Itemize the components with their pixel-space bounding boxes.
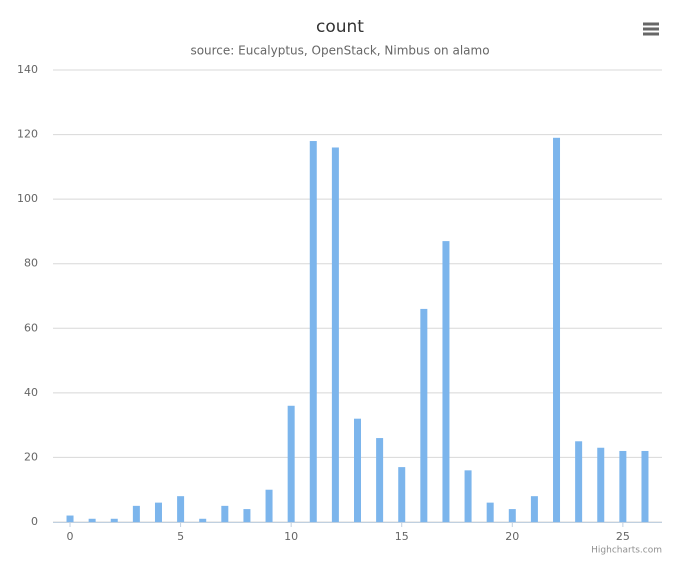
bar <box>376 438 384 522</box>
bar <box>66 515 74 522</box>
bar <box>88 518 96 522</box>
bar <box>398 467 406 522</box>
y-tick-label: 60 <box>24 321 38 334</box>
bar <box>354 418 361 522</box>
bar <box>486 502 494 522</box>
x-tick-label: 15 <box>395 530 409 543</box>
bar <box>309 141 317 522</box>
y-tick-label: 100 <box>17 192 38 205</box>
bar <box>265 489 273 522</box>
bar <box>199 518 207 522</box>
menu-button[interactable] <box>643 22 659 36</box>
chart-title: count <box>316 17 364 37</box>
bar <box>641 450 649 522</box>
bar <box>464 470 472 522</box>
bar <box>132 505 140 522</box>
y-tick-label: 20 <box>24 450 38 463</box>
bar <box>597 447 605 522</box>
y-tick-label: 40 <box>24 386 38 399</box>
chart-subtitle: source: Eucalyptus, OpenStack, Nimbus on… <box>190 44 489 58</box>
bar <box>110 518 118 522</box>
bar <box>177 496 185 522</box>
bar <box>553 137 561 523</box>
bar <box>221 505 229 522</box>
credits[interactable]: Highcharts.com <box>591 546 662 556</box>
bar <box>442 241 450 522</box>
bar <box>575 441 583 522</box>
x-tick-label: 5 <box>177 530 184 543</box>
y-tick-label: 0 <box>31 515 38 528</box>
bar <box>331 147 339 522</box>
y-tick-label: 80 <box>24 257 38 270</box>
bar <box>508 509 516 522</box>
bar <box>420 308 428 522</box>
bar <box>154 502 162 522</box>
x-tick-label: 10 <box>284 530 298 543</box>
x-tick-label: 20 <box>505 530 519 543</box>
bar <box>287 405 295 522</box>
x-tick-label: 0 <box>67 530 74 543</box>
x-tick-label: 25 <box>616 530 630 543</box>
bar <box>619 450 627 522</box>
bar <box>530 496 538 522</box>
bar <box>243 509 251 522</box>
y-tick-label: 140 <box>17 63 38 76</box>
y-tick-label: 120 <box>17 128 38 141</box>
